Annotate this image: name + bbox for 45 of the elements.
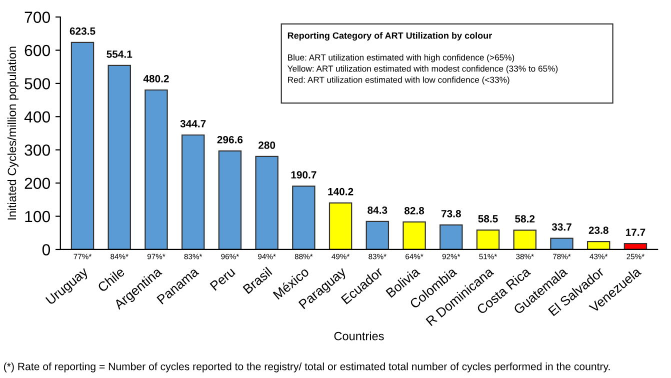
data-label: 23.8: [588, 226, 608, 234]
bar: [218, 150, 242, 250]
bar: [255, 156, 278, 250]
data-label: 190.7: [291, 171, 316, 179]
data-label: 84.3: [368, 206, 388, 214]
bar: [328, 202, 352, 250]
y-tick-label: 300: [24, 144, 50, 156]
annotation: Reporting Category of ART Utilization by colour: [288, 32, 492, 41]
y-tick-label: 100: [25, 210, 50, 222]
data-label: 73.8: [441, 210, 461, 218]
bar: [586, 241, 610, 250]
bar: [366, 220, 390, 250]
data-label: 280: [258, 142, 276, 149]
bar: [476, 229, 500, 250]
y-tick-label: 400: [24, 111, 50, 123]
y-tick-label: 500: [24, 78, 50, 90]
data-label: 554.1: [106, 50, 132, 58]
data-label: 58.5: [478, 215, 498, 222]
text: (*) Rate of reporting = Number of cycles reported to the registry/ total or estimated total number of cycles performed in the country.: [4, 362, 610, 372]
bar: [402, 221, 426, 250]
bar: [70, 42, 94, 250]
x-axis-title: Countries: [334, 332, 384, 340]
y-tick-label: 700: [24, 12, 50, 23]
bar: [513, 230, 536, 250]
y-tick-label: 0: [42, 244, 50, 256]
data-label: 33.7: [552, 223, 572, 231]
y-tick-label: 200: [24, 178, 50, 190]
data-label: 296.6: [217, 136, 243, 144]
bar: [108, 64, 131, 250]
data-label: 623.5: [70, 27, 96, 35]
data-label: 344.7: [180, 120, 206, 128]
data-label: 140.2: [328, 188, 354, 196]
bar: [181, 134, 205, 250]
data-label: 17.7: [626, 228, 646, 236]
bar: [550, 238, 574, 250]
bar: [624, 243, 648, 250]
bar: [144, 89, 168, 250]
bar: [292, 186, 316, 250]
bar: [440, 224, 463, 250]
annotation: Blue: ART utilization estimated with high confidence (>65%) Yellow: ART utilization estimated with modest confidence (33% to 65%) Red: ART utilization estimated with low confidence (<33%): [288, 54, 558, 85]
y-tick-label: 600: [24, 44, 50, 56]
data-label: 58.2: [515, 215, 535, 223]
y-axis-title: Initiated Cycles/million population: [7, 46, 18, 220]
data-label: 82.8: [404, 206, 424, 214]
data-label: 480.2: [143, 75, 169, 82]
